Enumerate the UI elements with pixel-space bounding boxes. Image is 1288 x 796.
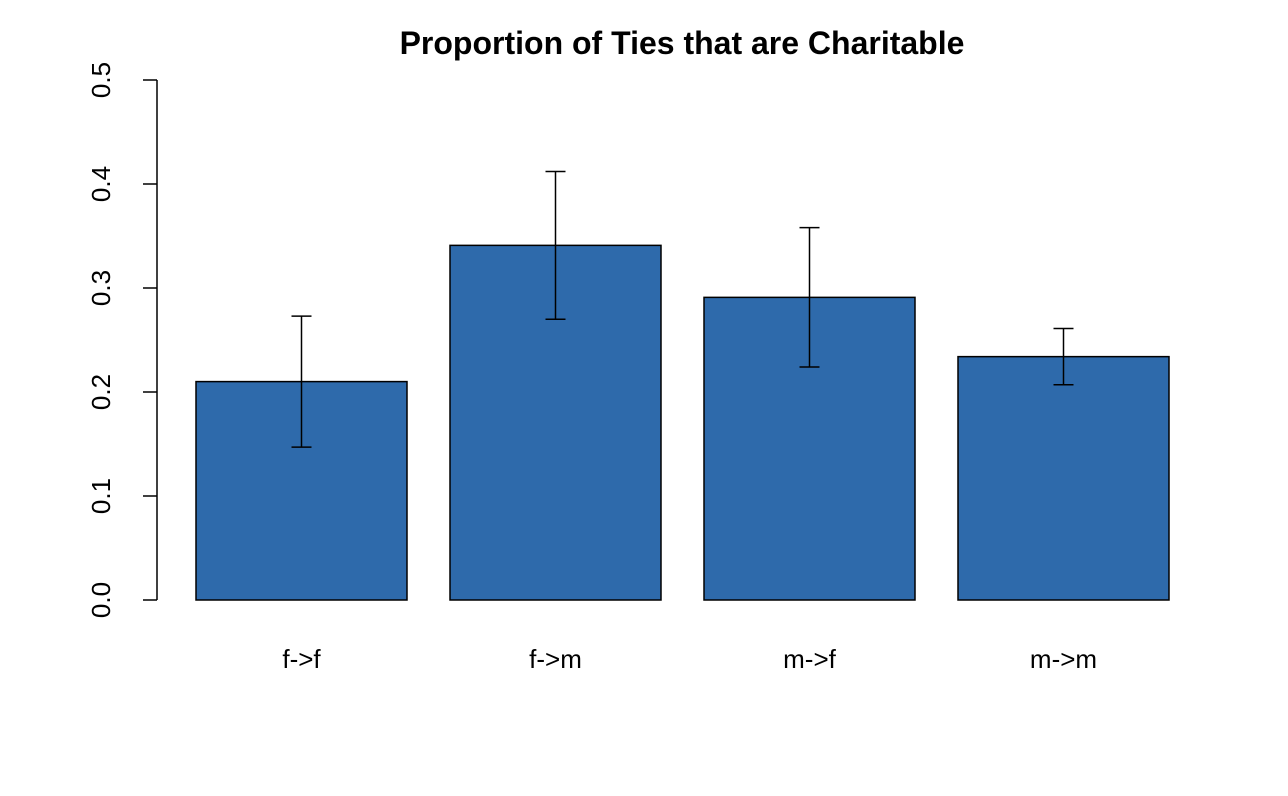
y-axis: 0.0 0.1 0.2 0.3 0.4 0.5 — [86, 62, 158, 618]
y-tick-label: 0.3 — [86, 270, 116, 306]
chart-title: Proportion of Ties that are Charitable — [400, 25, 965, 61]
category-label: f->f — [282, 644, 321, 674]
category-label: m->f — [783, 644, 837, 674]
category-label: m->m — [1030, 644, 1097, 674]
y-tick-label: 0.0 — [86, 582, 116, 618]
y-tick-label: 0.2 — [86, 374, 116, 410]
y-tick-label: 0.5 — [86, 62, 116, 98]
error-bars — [291, 170, 1074, 448]
bars — [195, 244, 1170, 601]
category-label: f->m — [529, 644, 582, 674]
bar-mm — [957, 355, 1170, 601]
y-tick-label: 0.1 — [86, 478, 116, 514]
y-tick-label: 0.4 — [86, 166, 116, 202]
category-labels: f->f f->m m->f m->m — [282, 644, 1097, 674]
